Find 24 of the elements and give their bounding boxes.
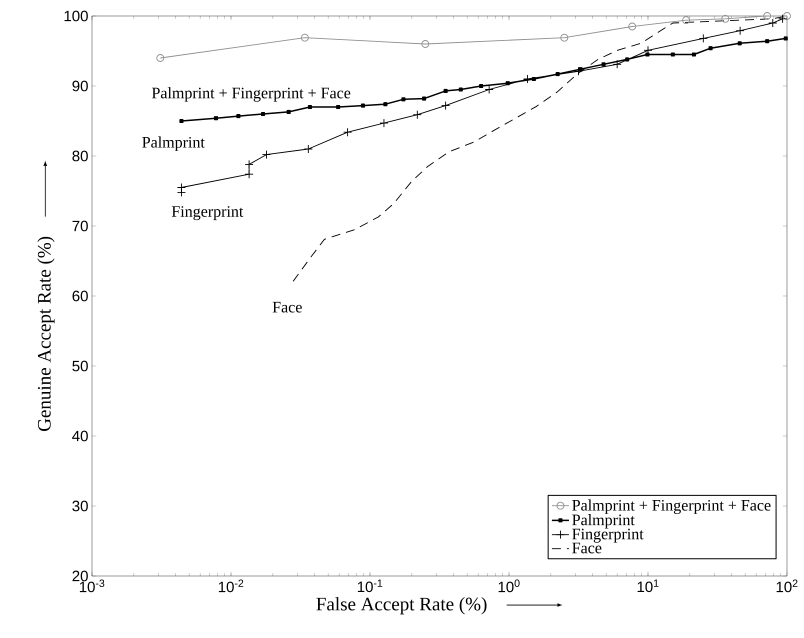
- x-tick-label: 10$^{1}$: [638, 580, 658, 592]
- annotation: Face: [272, 302, 302, 313]
- annotation: Palmprint + Fingerprint + Face: [152, 87, 350, 102]
- x-tick-label: 10$^{2}$: [776, 580, 798, 592]
- y-tick-label: 70: [72, 220, 88, 232]
- x-axis-title: False Accept Rate (%): [316, 597, 487, 614]
- y-tick-label: 40: [72, 430, 88, 442]
- legend-label: Fingerprint: [572, 528, 644, 543]
- x-tick-label: 10$^{-1}$: [358, 580, 382, 592]
- y-tick-label: 60: [72, 290, 88, 302]
- y-tick-label: 20: [72, 570, 88, 582]
- y-tick-label: 50: [72, 360, 88, 372]
- x-tick-label: 10$^{-2}$: [218, 580, 244, 592]
- legend-label: Palmprint: [572, 514, 635, 529]
- y-tick-label: 90: [72, 80, 88, 92]
- legend-label: Palmprint + Fingerprint + Face: [572, 499, 771, 514]
- annotation: Palmprint: [142, 136, 205, 151]
- y-tick-label: 100: [64, 10, 88, 22]
- legend-label: Face: [572, 542, 602, 554]
- y-tick-label: 30: [72, 500, 88, 512]
- y-tick-label: 80: [72, 150, 88, 162]
- annotation: Fingerprint: [172, 206, 244, 220]
- x-tick-label: 10$^{0}$: [498, 580, 520, 592]
- y-axis-title: Genuine Accept Rate (%): [37, 236, 55, 431]
